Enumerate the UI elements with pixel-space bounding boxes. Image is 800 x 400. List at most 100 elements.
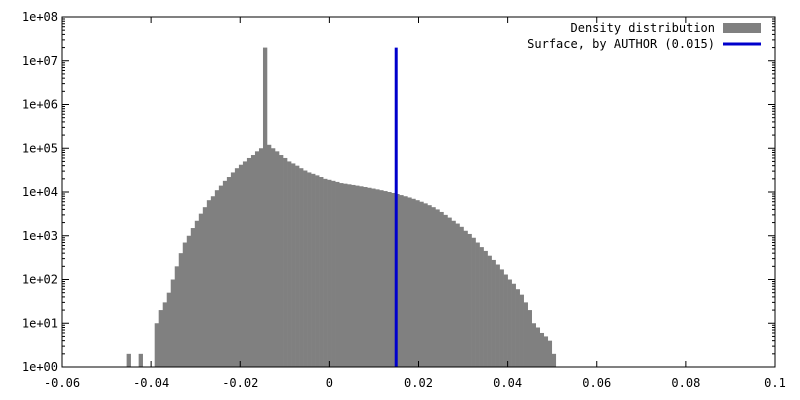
histogram-bar (262, 47, 268, 367)
histogram-bar (515, 289, 520, 367)
histogram-bar (503, 274, 508, 367)
histogram-bar (447, 217, 452, 367)
histogram-bar (158, 310, 164, 367)
histogram-bar (311, 173, 316, 367)
histogram-bar (295, 165, 300, 367)
histogram-bar (407, 197, 412, 367)
histogram-bar (307, 172, 312, 367)
histogram-bar (443, 214, 448, 367)
histogram-bar (455, 223, 460, 367)
histogram-bar (174, 266, 180, 367)
histogram-bar (275, 151, 280, 367)
histogram-bar (535, 327, 541, 367)
histogram-bar (303, 170, 308, 367)
histogram-bar (543, 336, 549, 367)
histogram-bar (439, 211, 444, 367)
histogram-bar (178, 253, 184, 367)
histogram-bar (230, 172, 236, 367)
y-tick-label: 1e+05 (22, 141, 58, 155)
histogram-bar (351, 184, 356, 367)
histogram-bar (279, 155, 284, 367)
x-tick-label: 0.06 (582, 376, 611, 390)
legend: Density distribution Surface, by AUTHOR … (527, 21, 761, 51)
histogram-bar (391, 192, 396, 367)
x-tick-label: 0.08 (671, 376, 700, 390)
histogram-bar (387, 192, 392, 367)
histogram-bar (399, 195, 404, 367)
histogram-bar (138, 353, 143, 367)
histogram-bar (411, 198, 416, 367)
y-axis: 1e+00 1e+01 1e+02 1e+03 1e+04 1e+05 1e+06 1e+07… (22, 10, 775, 374)
histogram-bar (519, 294, 524, 367)
legend-label-density: Density distribution (571, 21, 716, 35)
y-tick-label: 1e+02 (22, 273, 58, 287)
legend-swatch-density (723, 23, 761, 33)
histogram-bar (250, 155, 256, 367)
histogram-bar (359, 186, 364, 367)
histogram-bar (531, 323, 536, 367)
histogram-bar (226, 177, 232, 367)
histogram-bar (459, 226, 464, 367)
x-tick-label: 0 (326, 376, 333, 390)
histogram-bar (202, 207, 208, 367)
histogram-bar (339, 183, 344, 367)
histogram-bar (238, 164, 244, 367)
histogram-bar (415, 200, 420, 367)
y-tick-label: 1e+03 (22, 229, 58, 243)
histogram-bar (375, 189, 380, 367)
histogram-bar (315, 175, 320, 367)
histogram-bar (371, 188, 376, 367)
histogram-bar (218, 185, 224, 367)
histogram-bar (539, 332, 545, 367)
histogram-bar (242, 161, 248, 367)
histogram-bar (190, 228, 196, 367)
histogram-bar (435, 209, 440, 367)
histogram-bar (475, 242, 480, 367)
legend-label-surface: Surface, by AUTHOR (0.015) (527, 37, 715, 51)
y-tick-label: 1e+06 (22, 98, 58, 112)
histogram-bar (403, 196, 408, 367)
histogram-bar (331, 180, 336, 367)
histogram-bar (423, 203, 428, 367)
histogram-bar (511, 283, 516, 367)
histogram-bar (166, 292, 172, 367)
x-tick-label: -0.02 (222, 376, 258, 390)
histogram-bar (419, 201, 424, 367)
histogram-bar (479, 247, 484, 367)
x-tick-label: -0.06 (44, 376, 80, 390)
histogram-bar (283, 157, 288, 367)
histogram-bar (186, 235, 192, 367)
histogram-bar (507, 279, 512, 367)
histogram-bar (527, 310, 532, 367)
y-tick-label: 1e+04 (22, 185, 58, 199)
histogram-bar (463, 230, 468, 367)
histogram-bar (126, 353, 131, 367)
histogram-bar (495, 264, 500, 367)
histogram-bar (335, 181, 340, 367)
histogram-bar (214, 190, 220, 367)
histogram-bar (206, 200, 212, 367)
x-tick-label: 0.02 (404, 376, 433, 390)
histogram-bar (182, 242, 188, 367)
histogram-bar (198, 213, 204, 367)
histogram-bar (194, 220, 200, 367)
histogram-bar (246, 157, 252, 367)
histogram-bar (327, 179, 332, 367)
x-tick-label: -0.04 (133, 376, 169, 390)
histogram-bar (431, 207, 436, 367)
histogram-bar (467, 233, 472, 367)
histogram-bar (363, 187, 368, 367)
y-tick-label: 1e+00 (22, 360, 58, 374)
histogram-bar (319, 177, 324, 367)
histogram-bar (291, 163, 296, 367)
histogram-bar (355, 185, 360, 367)
histogram-bar (162, 302, 168, 367)
histogram-bar (523, 302, 528, 367)
histogram-bar (254, 151, 260, 367)
histogram-bar (451, 220, 456, 367)
histogram-bar (266, 144, 272, 367)
histogram-bar (299, 168, 304, 367)
histogram-bar (551, 353, 557, 367)
histogram-bar (347, 184, 352, 367)
histogram-bar (323, 178, 328, 367)
